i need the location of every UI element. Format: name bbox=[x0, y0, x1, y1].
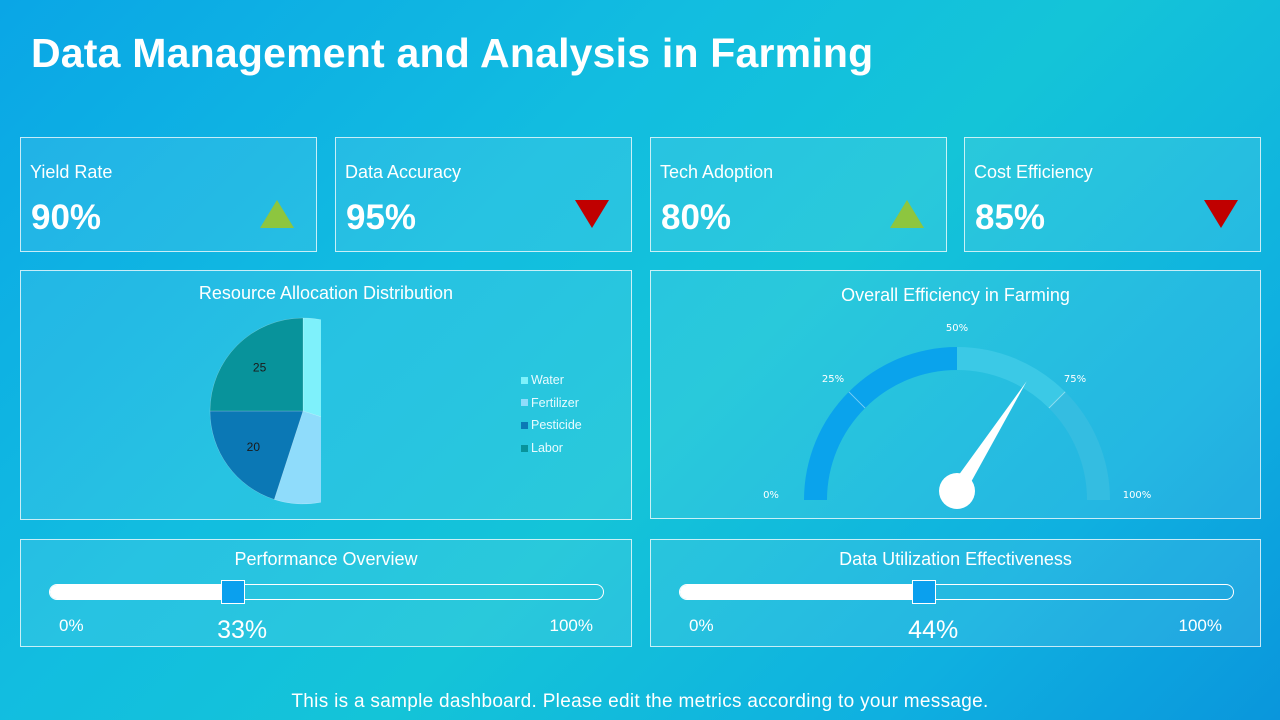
performance-slider-fill bbox=[50, 585, 234, 599]
pie-chart: 30252025 bbox=[209, 317, 321, 505]
gauge-remaining-band bbox=[1048, 391, 1110, 500]
gauge-remaining-band bbox=[957, 347, 1066, 409]
arrow-down-icon bbox=[1204, 200, 1238, 228]
arrow-up-icon bbox=[890, 200, 924, 228]
pie-slice-fertilizer bbox=[273, 410, 321, 505]
legend-item-water: Water bbox=[521, 369, 582, 392]
kpi-label: Data Accuracy bbox=[345, 162, 462, 182]
legend-label: Water bbox=[531, 373, 564, 388]
legend-label: Fertilizer bbox=[531, 395, 579, 410]
kpi-label: Cost Efficiency bbox=[974, 162, 1093, 182]
kpi-card-tech-adoption: Tech Adoption 80% bbox=[650, 137, 947, 252]
legend-item-fertilizer: Fertilizer bbox=[521, 392, 582, 415]
kpi-label: Tech Adoption bbox=[660, 162, 774, 182]
gauge-needle bbox=[950, 381, 1027, 496]
arrow-down-icon bbox=[575, 200, 609, 228]
slider-value-label: 44% bbox=[908, 616, 959, 644]
slider-value-label: 33% bbox=[217, 616, 268, 644]
pie-slice-labor bbox=[209, 317, 304, 412]
kpi-value: 90% bbox=[31, 198, 102, 237]
pie-data-label: 20 bbox=[247, 440, 261, 454]
slider-title: Data Utilization Effectiveness bbox=[839, 549, 1072, 569]
performance-slider-knob[interactable] bbox=[221, 580, 246, 604]
pie-slice-pesticide bbox=[209, 410, 304, 500]
slider-max-label: 100% bbox=[549, 616, 593, 635]
legend-swatch bbox=[521, 399, 528, 407]
utilization-slider-track bbox=[679, 580, 1234, 604]
legend-label: Labor bbox=[531, 441, 563, 456]
kpi-card-yield-rate: Yield Rate 90% bbox=[20, 137, 317, 252]
chart-legend: Water Fertilizer Pesticide Labor bbox=[521, 369, 582, 459]
legend-item-labor: Labor bbox=[521, 437, 582, 460]
arrow-up-icon bbox=[260, 200, 294, 228]
gauge-tick-label: 75% bbox=[1064, 374, 1086, 385]
gauge-needle-hub bbox=[939, 473, 975, 509]
data-utilization-panel: Data Utilization Effectiveness 0% 44% 10… bbox=[650, 539, 1261, 647]
utilization-slider-knob[interactable] bbox=[912, 580, 937, 604]
kpi-card-cost-efficiency: Cost Efficiency 85% bbox=[964, 137, 1261, 252]
slider-title: Performance Overview bbox=[234, 549, 418, 569]
gauge-tick-label: 50% bbox=[946, 323, 968, 334]
page-title: Data Management and Analysis in Farming bbox=[31, 30, 874, 76]
slider-min-label: 0% bbox=[59, 616, 84, 635]
kpi-card-data-accuracy: Data Accuracy 95% bbox=[335, 137, 632, 252]
gauge-tick-label: 100% bbox=[1123, 490, 1152, 501]
gauge-tick-label: 25% bbox=[822, 374, 844, 385]
kpi-value: 85% bbox=[975, 198, 1046, 237]
slider-min-label: 0% bbox=[689, 616, 714, 635]
chart-title: Overall Efficiency in Farming bbox=[841, 285, 1070, 305]
footer-note: This is a sample dashboard. Please edit … bbox=[291, 691, 989, 712]
gauge-tick-label: 0% bbox=[763, 490, 779, 501]
gauge-chart: 0% 25% 50% 75% 100% bbox=[763, 323, 1152, 509]
legend-label: Pesticide bbox=[531, 418, 582, 433]
slider-max-label: 100% bbox=[1178, 616, 1222, 635]
kpi-value: 80% bbox=[661, 198, 732, 237]
kpi-label: Yield Rate bbox=[30, 162, 113, 182]
gauge-filled-band bbox=[804, 347, 957, 500]
kpi-value: 95% bbox=[346, 198, 417, 237]
legend-swatch bbox=[521, 376, 528, 384]
performance-slider-track bbox=[49, 580, 604, 604]
legend-item-pesticide: Pesticide bbox=[521, 414, 582, 437]
overall-efficiency-panel: Overall Efficiency in Farming 0% 25% 50% 75… bbox=[650, 270, 1261, 519]
pie-data-label: 25 bbox=[253, 361, 267, 375]
legend-swatch bbox=[521, 421, 528, 429]
gauge-separator bbox=[848, 391, 866, 409]
utilization-slider-fill bbox=[680, 585, 925, 599]
gauge-separator bbox=[1048, 391, 1066, 409]
resource-allocation-panel: Resource Allocation Distribution 3025202… bbox=[20, 270, 632, 520]
chart-title: Resource Allocation Distribution bbox=[198, 283, 454, 303]
pie-slice-water bbox=[302, 317, 321, 418]
legend-swatch bbox=[521, 444, 528, 452]
performance-overview-panel: Performance Overview 0% 33% 100% bbox=[20, 539, 632, 647]
